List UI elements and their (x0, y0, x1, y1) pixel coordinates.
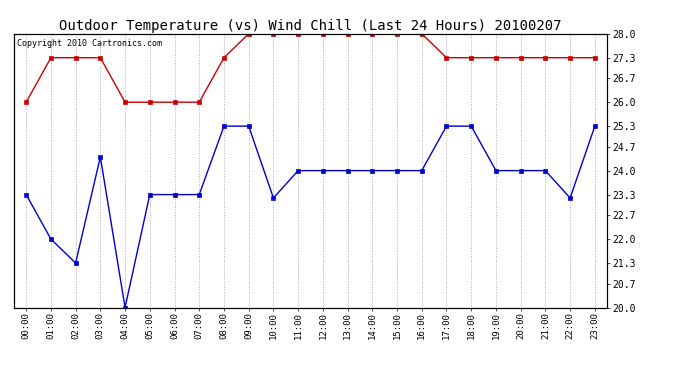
Title: Outdoor Temperature (vs) Wind Chill (Last 24 Hours) 20100207: Outdoor Temperature (vs) Wind Chill (Las… (59, 19, 562, 33)
Text: Copyright 2010 Cartronics.com: Copyright 2010 Cartronics.com (17, 39, 161, 48)
